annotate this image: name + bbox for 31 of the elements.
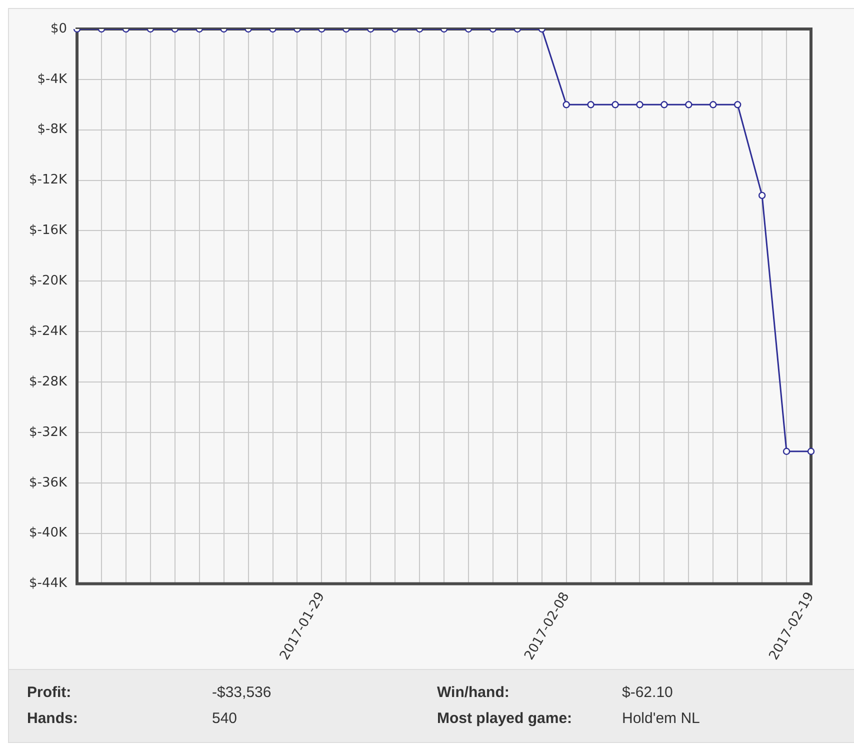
y-tick-label: $-8K [37,122,68,138]
point [660,101,668,108]
text: Hands: [27,709,79,729]
y-tick-label: $-32K [29,424,68,440]
point [636,101,644,108]
point [734,101,742,108]
point [612,101,619,108]
text: $-62.10 [622,683,674,703]
text: Hold'em NL [622,709,701,729]
point [562,101,570,108]
y-tick-label: $-20K [29,274,68,289]
point [587,101,594,108]
y-tick-label: $-12K [29,172,68,188]
point [685,101,692,108]
text: Profit: [27,683,72,703]
y-tick-label: $-16K [29,223,68,238]
point [782,448,790,455]
point [807,448,815,455]
text: 540 [212,709,238,729]
y-tick-label: $-4K [37,72,68,87]
text: Most played game: [437,709,574,729]
text: -$33,536 [212,683,272,703]
y-tick-label: $-40K [29,526,68,541]
y-tick-label: $-24K [29,324,68,339]
y-tick-label: $-36K [29,475,68,490]
y-tick-label: $-44K [29,576,68,592]
y-tick-label: $-28K [29,374,68,390]
y-tick-label: $0 [50,21,68,36]
point [710,101,717,108]
point [758,192,766,200]
text: Win/hand: [437,683,510,703]
